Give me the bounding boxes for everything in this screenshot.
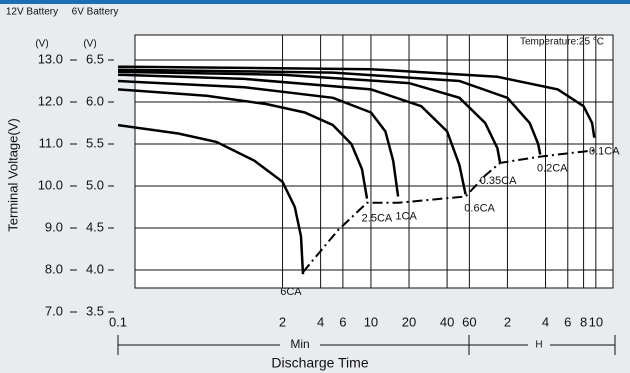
discharge-curve [117,73,467,195]
label-bg [528,338,550,352]
x-tick-label: 40 [440,314,454,329]
x-tick-label: 6 [339,314,346,329]
y2-tick-label: 6.5 [86,51,104,66]
y2-tick-label: 4.0 [86,261,104,276]
discharge-curve [117,65,596,138]
y-tick-label: 13.0 [38,51,63,66]
curve-label: 0.1CA [589,146,620,158]
y2-tick-label: 4.5 [86,219,104,234]
top-bar [0,0,630,4]
y-tick-label: 11.0 [39,135,63,150]
title-6v: 6V Battery [72,7,119,18]
curve-label: 0.6CA [464,202,495,214]
x-tick-label: 60 [462,314,476,329]
x-tick-label: 2 [504,314,511,329]
discharge-curve [117,88,369,199]
curve-label: 0.2CA [537,162,568,174]
x-tick-label: 4 [542,314,549,329]
x-tick-label: 10 [589,314,603,329]
y2-tick-label: 6.0 [86,93,104,108]
discharge-curve [117,68,542,155]
y-tick-label: 9.0 [45,219,63,234]
x-tick-label: 10 [364,314,378,329]
end-voltage-line [302,149,595,273]
x-tick-label: 4 [317,314,324,329]
x-tick-label: 0.1 [109,314,127,329]
y-tick-label: 12.0 [38,93,63,108]
annotation: Temperature:25 °C [520,37,604,48]
curve-label: 0.35CA [480,175,517,187]
x-tick-label: 20 [402,314,416,329]
unit-h: H [535,340,542,351]
unit-6v: (V) [83,39,96,50]
unit-min: Min [290,337,309,351]
y2-tick-label: 5.5 [86,135,104,150]
discharge-curve [117,123,305,275]
discharge-curve [117,79,400,197]
curve-label: 2.5CA [362,213,393,225]
discharge-curve [117,70,502,164]
unit-12v: (V) [35,39,48,50]
curve-label: 1CA [395,210,417,222]
y-tick-label: 10.0 [38,177,63,192]
y-tick-label: 7.0 [45,303,63,318]
y-axis-label: Terminal Voltage(V) [5,118,20,231]
x-tick-label: 6 [564,314,571,329]
time-brackets [117,335,616,355]
y2-tick-label: 3.5 [86,303,104,318]
curve-label: 6CA [280,286,302,298]
title-12v: 12V Battery [6,7,58,18]
x-tick-label: 2 [279,314,286,329]
x-axis-label: Discharge Time [271,355,368,371]
x-tick-label: 8 [580,314,587,329]
y2-tick-label: 5.0 [86,177,104,192]
y-tick-label: 8.0 [45,261,63,276]
